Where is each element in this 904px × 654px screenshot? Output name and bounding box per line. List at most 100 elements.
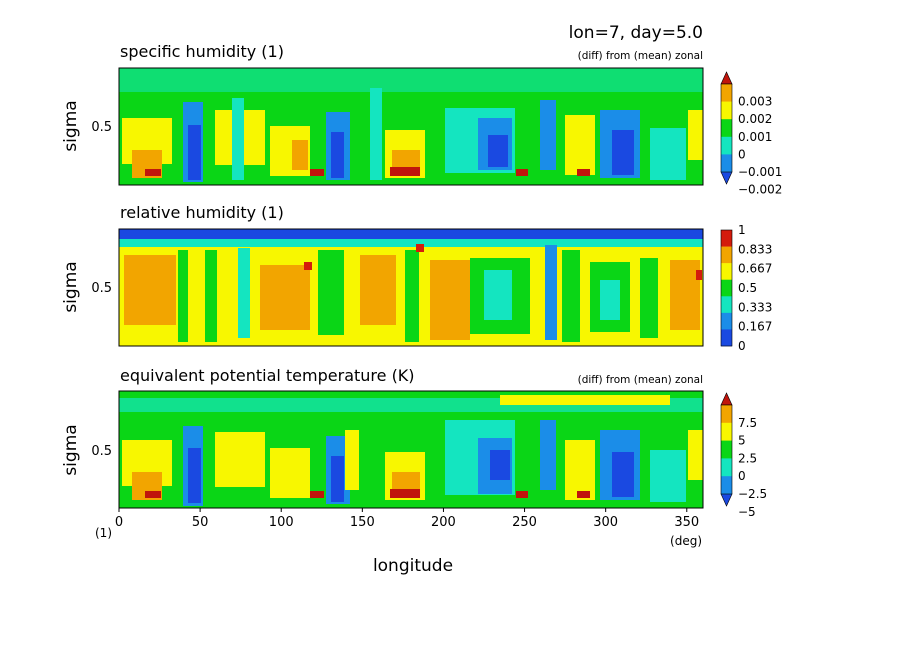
colorbar-label: −5: [738, 505, 756, 519]
colorbar-frame: [720, 229, 733, 347]
field-region-top: [119, 229, 703, 239]
field-region: [238, 248, 250, 338]
colorbar-swatch: [721, 476, 732, 495]
field-region: [215, 432, 265, 487]
field-region: [188, 448, 201, 503]
field-region: [540, 420, 556, 490]
y-tick-label: 0.5: [91, 120, 112, 135]
panel-1-title: specific humidity (1): [120, 42, 284, 61]
field-peak: [696, 270, 702, 280]
field-region: [500, 395, 670, 405]
colorbar-label: 0.833: [738, 242, 772, 256]
x-tick-label: 50: [192, 515, 209, 530]
colorbar-swatch: [721, 136, 732, 155]
colorbar-frame: [720, 83, 733, 173]
colorbar-2: 1 0.833 0.667 0.5 0.333 0.167 0: [720, 223, 772, 353]
field-region-upper: [119, 68, 703, 92]
colorbar-swatch: [721, 329, 732, 347]
y-tick-label: 0.5: [91, 444, 112, 459]
y-tick-label: 0.5: [91, 281, 112, 296]
colorbar-label: 0.167: [738, 320, 772, 334]
colorbar-frame: [720, 404, 733, 495]
x-tick-label: 350: [674, 515, 699, 530]
panel-1-note: (diff) from (mean) zonal: [578, 50, 703, 62]
colorbar-swatch: [721, 296, 732, 314]
run-info: lon=7, day=5.0: [569, 23, 703, 43]
colorbar-swatch: [721, 312, 732, 330]
colorbar-label: 5: [738, 434, 746, 448]
field-region: [331, 456, 344, 502]
field-region: [688, 110, 703, 160]
colorbar-label: 0.333: [738, 300, 772, 314]
colorbar-swatch: [721, 440, 732, 459]
field-region: [119, 239, 703, 247]
field-region: [370, 88, 382, 180]
field-peak: [516, 169, 528, 176]
field-region: [640, 258, 658, 338]
field-peak: [304, 262, 312, 270]
colorbar-swatch: [721, 84, 732, 102]
panel-specific-humidity: specific humidity (1) (diff) from (mean)…: [61, 42, 782, 197]
colorbar-swatch: [721, 246, 732, 264]
x-tick-label: 300: [593, 515, 618, 530]
colorbar-swatch: [721, 230, 732, 247]
colorbar-label: 0: [738, 147, 746, 161]
field-region: [318, 250, 344, 335]
colorbar-swatch: [721, 279, 732, 297]
field-region: [670, 260, 700, 330]
colorbar-1: 0.003 0.002 0.001 0 −0.001 −0.002: [720, 71, 782, 197]
field-peak: [145, 491, 161, 498]
field-region: [345, 430, 359, 490]
y-axis-label: sigma: [61, 261, 81, 312]
field-region: [232, 98, 244, 180]
colorbar-swatch: [721, 405, 732, 424]
colorbar-label: 0.002: [738, 112, 772, 126]
panel-1-field: [118, 67, 704, 186]
colorbar-label: 7.5: [738, 416, 757, 430]
colorbar-label: 0: [738, 469, 746, 483]
field-region: [331, 132, 344, 178]
field-region: [430, 260, 470, 340]
colorbar-label: 0.667: [738, 262, 772, 276]
colorbar-label: 0: [738, 339, 746, 353]
x-axis-unit: (deg): [670, 534, 702, 548]
field-region: [360, 255, 396, 325]
colorbar-label: 0.5: [738, 281, 757, 295]
colorbar-swatch: [721, 154, 732, 173]
field-region: [562, 250, 580, 342]
field-peak: [577, 169, 590, 176]
x-tick-label: 100: [269, 515, 294, 530]
field-region: [688, 430, 703, 480]
field-peak: [310, 169, 324, 176]
field-region: [490, 450, 510, 480]
y-axis-label: sigma: [61, 100, 81, 151]
field-region: [488, 135, 508, 167]
x-tick-label: 200: [431, 515, 456, 530]
colorbar-swatch: [721, 422, 732, 441]
panel-3-frame: [118, 390, 704, 509]
colorbar-swatch: [721, 458, 732, 477]
field-region: [178, 250, 188, 342]
field-peak: [416, 244, 424, 252]
field-region: [650, 128, 686, 180]
field-region: [124, 255, 176, 325]
colorbar-label: −0.002: [738, 183, 782, 197]
colorbar-swatch: [721, 119, 732, 138]
colorbar-3: 7.5 5 2.5 0 −2.5 −5: [720, 392, 767, 519]
field-region: [600, 280, 620, 320]
field-region: [484, 270, 512, 320]
colorbar-arrow-top: [720, 392, 733, 406]
panel-3-note: (diff) from (mean) zonal: [578, 374, 703, 386]
colorbar-arrow-bottom: [720, 493, 733, 507]
field-peak: [577, 491, 590, 498]
field-region: [545, 245, 557, 340]
colorbar-label: 0.003: [738, 95, 772, 109]
colorbar-label: 1: [738, 223, 746, 237]
field-region: [540, 100, 556, 170]
colorbar-arrow-top: [720, 71, 733, 85]
x-tick-label: 250: [512, 515, 537, 530]
colorbar-label: 0.001: [738, 130, 772, 144]
colorbar-label: −0.001: [738, 165, 782, 179]
panel-2-frame: [118, 228, 704, 347]
